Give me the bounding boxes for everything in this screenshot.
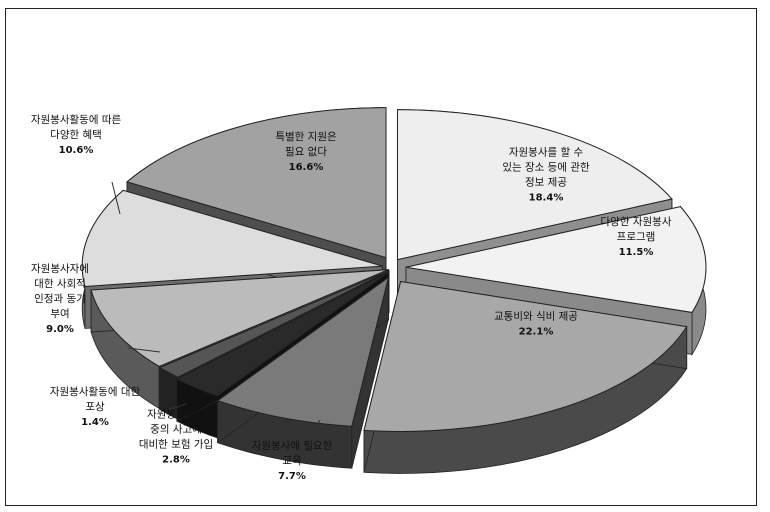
pie-slice bbox=[158, 270, 390, 378]
slice-value-label: 18.4% bbox=[529, 193, 564, 204]
slice-category-label: 대한 사회적 bbox=[34, 278, 86, 290]
leader-line bbox=[111, 181, 121, 215]
pie-slice bbox=[396, 109, 673, 261]
slice-value-label: 1.4% bbox=[81, 417, 109, 428]
slice-category-label: 있는 장소 등에 관한 bbox=[502, 162, 590, 174]
slice-category-label: 인정과 동기 bbox=[34, 293, 86, 305]
slice-category-label: 부여 bbox=[50, 308, 69, 320]
slice-category-label: 다양한 자원봉사 bbox=[601, 216, 672, 228]
slice-category-label: 자원봉사활동에 따른 bbox=[31, 113, 122, 126]
slice-category-label: 자원봉사자에 bbox=[31, 263, 89, 275]
pie-slice bbox=[125, 107, 387, 259]
slice-value-label: 16.6% bbox=[289, 162, 324, 173]
leader-line bbox=[167, 403, 187, 411]
slice-category-label: 자원봉사에 필요한 bbox=[252, 440, 333, 452]
slice-category-label: 자원봉사를 할 수 bbox=[509, 147, 584, 159]
slice-category-label: 자원봉사활동 bbox=[147, 408, 205, 421]
slice-category-label: 대비한 보험 가입 bbox=[139, 438, 213, 451]
slice-category-label: 특별한 지원은 bbox=[275, 131, 337, 143]
leader-line bbox=[127, 347, 161, 353]
slice-value-label: 22.1% bbox=[519, 327, 554, 338]
pie-slice bbox=[175, 272, 389, 397]
slice-category-label: 중의 사고에 bbox=[150, 424, 202, 436]
slice-value-label: 9.0% bbox=[46, 324, 74, 335]
pie-slice bbox=[216, 276, 390, 427]
slice-category-label: 정보 제공 bbox=[525, 177, 567, 189]
slice-value-label: 10.6% bbox=[59, 145, 94, 156]
pie-slice bbox=[81, 189, 383, 287]
slice-category-label: 다양한 혜택 bbox=[50, 129, 102, 141]
slice-category-label: 교통비와 식비 제공 bbox=[494, 311, 578, 323]
slice-category-label: 자원봉사활동에 대한 bbox=[50, 385, 141, 398]
slice-category-label: 프로그램 bbox=[617, 231, 656, 243]
leader-line bbox=[219, 419, 233, 433]
pie-slice bbox=[90, 269, 389, 367]
pie-slice bbox=[363, 280, 688, 432]
slice-category-label: 포상 bbox=[85, 401, 105, 413]
slice-value-label: 11.5% bbox=[619, 247, 654, 258]
pie-slice bbox=[405, 206, 707, 313]
slice-category-label: 교육 bbox=[282, 455, 302, 467]
slice-category-label: 필요 없다 bbox=[285, 145, 327, 158]
slice-value-label: 7.7% bbox=[278, 471, 306, 482]
slice-value-label: 2.8% bbox=[162, 455, 190, 466]
leader-line bbox=[309, 419, 321, 438]
